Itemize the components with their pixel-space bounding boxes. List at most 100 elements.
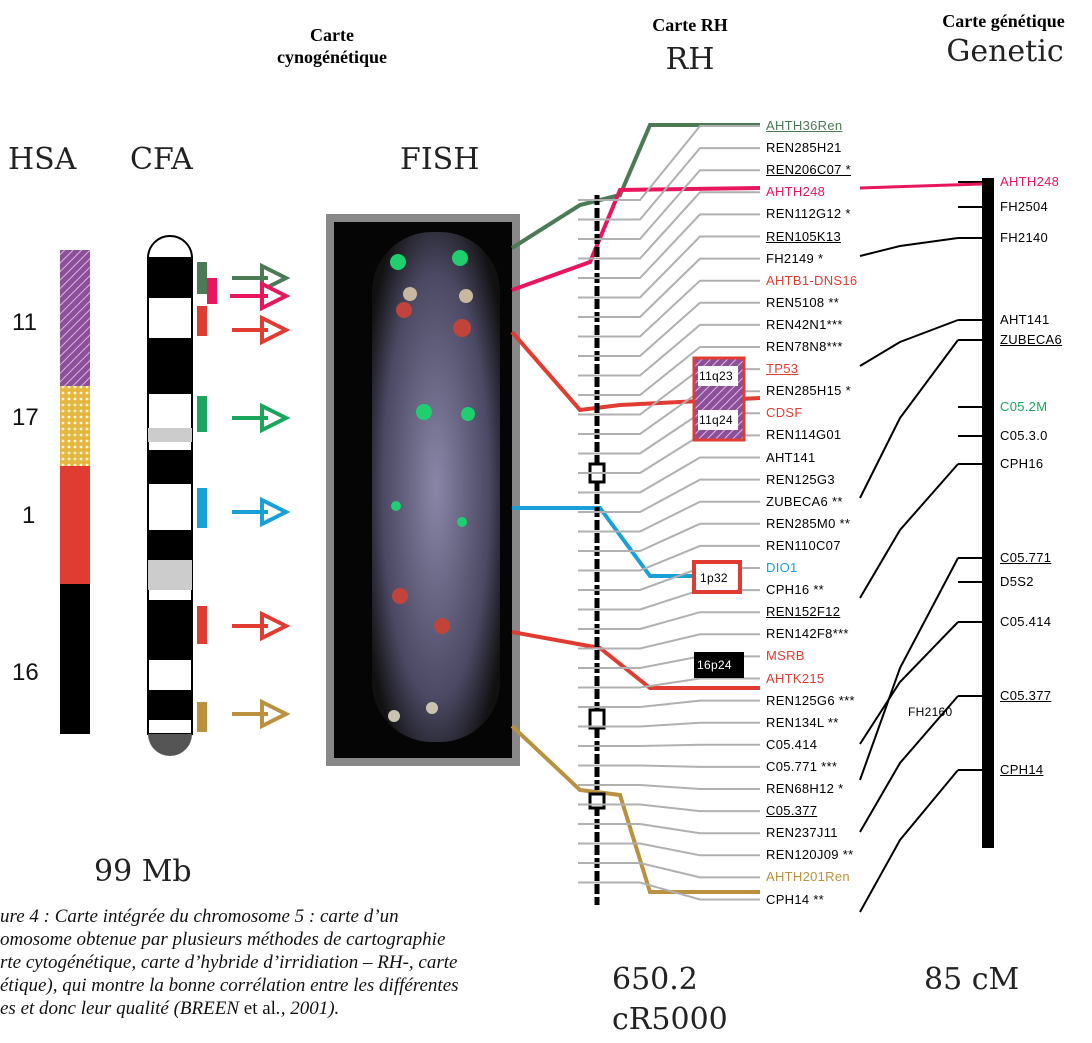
hsa-number-17: 17 — [12, 404, 39, 431]
rh-marker: AHT141 — [766, 449, 816, 465]
rh-connector-line — [600, 125, 760, 201]
band-1p32: 1p32 — [700, 571, 728, 585]
hsa-number-16: 16 — [12, 659, 39, 686]
rh-connector-line — [600, 862, 760, 879]
genetic-marker: CPH14 — [1000, 762, 1044, 777]
hsa-number-1: 1 — [22, 502, 36, 529]
fish-rh-connectors — [510, 123, 761, 894]
rh-marker: REN206C07 * — [766, 162, 851, 178]
rh-connector-line — [600, 677, 760, 689]
band-11q24: 11q24 — [699, 413, 733, 427]
genetic-marker: AHTH248 — [1000, 174, 1060, 189]
rh-marker: REN285H15 * — [766, 383, 851, 399]
rh-connector-line — [600, 803, 760, 813]
hsa-ideogram — [60, 250, 90, 734]
genetic-marker: ZUBECA6 — [1000, 332, 1063, 347]
rh-marker: REN142F8*** — [766, 626, 849, 642]
rh-marker: TP53 — [766, 361, 799, 377]
rh-connector-line — [600, 301, 760, 357]
genetic-connector-line — [859, 463, 959, 599]
cfa-chromosome — [146, 235, 194, 756]
rh-marker-lines — [578, 125, 760, 901]
rh-connector-line — [600, 191, 760, 260]
hsa-band-boxes — [692, 356, 746, 678]
rh-connector-line — [600, 456, 760, 494]
header-cyto-line2: cynogénétique — [277, 47, 387, 67]
rh-marker: REN78N8*** — [766, 339, 843, 354]
genetic-axis — [859, 178, 994, 848]
rh-connector-line — [600, 699, 760, 708]
rh-marker: AHTH248 — [766, 184, 826, 200]
genetic-mid-label: FH2160 — [908, 705, 953, 719]
fish-arrows — [197, 262, 291, 732]
header-cyto-line1: Carte — [310, 25, 354, 45]
rh-marker: AHTB1-DNS16 — [766, 272, 858, 288]
rh-connector-line — [600, 743, 760, 747]
rh-marker: REN42N1*** — [766, 316, 843, 332]
genetic-connector-line — [859, 339, 959, 499]
rh-connector-line — [600, 235, 760, 299]
rh-connector-line — [600, 522, 760, 552]
rh-marker: C05.771 *** — [766, 758, 838, 774]
band-11q23: 11q23 — [699, 369, 733, 383]
rh-marker: REN152F12 — [766, 604, 841, 620]
caption-line-2: omosome obtenue par plusieurs méthodes d… — [0, 929, 446, 950]
rh-connector-line — [600, 611, 760, 630]
rh-marker: ZUBECA6 ** — [766, 493, 843, 509]
genetic-marker: AHT141 — [1000, 312, 1050, 327]
caption-line-5a: es et donc leur qualité (BREEN — [0, 998, 244, 1019]
header-cyto: Carte cynogénétique — [262, 24, 402, 68]
genetic-marker: C05.2M — [1000, 399, 1048, 414]
caption-line-5b: et al — [243, 998, 276, 1019]
mb-size: 99 Mb — [94, 854, 192, 889]
caption-line-3: rte cytogénétique, carte d’hybride d’irr… — [0, 952, 458, 973]
rh-marker: C05.377 — [766, 803, 818, 819]
rh-connector-line — [600, 478, 760, 513]
genetic-connector-line — [859, 319, 959, 367]
rh-marker: C05.414 — [766, 736, 818, 752]
genetic-connector-line — [859, 769, 959, 913]
genetic-marker: C05.377 — [1000, 688, 1052, 703]
rh-size-value: 650.2 — [612, 962, 698, 997]
genetic-connector-line — [859, 621, 959, 745]
rh-marker: REN125G3 — [766, 471, 835, 487]
rh-connector-line — [600, 147, 760, 221]
caption-line-4: étique), qui montre la bonne corrélation… — [0, 975, 459, 996]
rh-marker: AHTK215 — [766, 670, 825, 686]
rh-marker: AHTH201Ren — [766, 869, 850, 885]
rh-connector-line — [600, 721, 760, 728]
genetic-connector-line — [859, 557, 959, 781]
rh-connector-line — [600, 764, 760, 768]
rh-size-unit: cR5000 — [612, 1002, 728, 1037]
genetic-marker: CPH16 — [1000, 456, 1044, 471]
fish-image — [326, 214, 520, 766]
rh-marker: REN68H12 * — [766, 781, 844, 796]
rh-connector-line — [600, 842, 760, 857]
figure-caption: ure 4 : Carte intégrée du chromosome 5 :… — [0, 905, 580, 1020]
caption-line-1: ure 4 : Carte intégrée du chromosome 5 :… — [0, 906, 399, 927]
rh-marker: REN120J09 ** — [766, 847, 854, 863]
rh-marker: CDSF — [766, 405, 803, 421]
rh-marker: AHTH36Ren — [766, 118, 843, 133]
rh-marker: REN5108 ** — [766, 294, 840, 310]
rh-connector-line — [600, 323, 760, 377]
rh-connector-line — [600, 784, 760, 790]
rh-marker: MSRB — [766, 648, 805, 664]
rh-marker: REN125G6 *** — [766, 692, 855, 708]
rh-marker: REN105K13 — [766, 228, 841, 244]
rh-connector-line — [600, 544, 760, 572]
genetic-marker: C05.771 — [1000, 550, 1052, 565]
rh-connector-line — [600, 881, 760, 901]
genetic-marker: FH2504 — [1000, 199, 1049, 214]
rh-connector-line — [600, 279, 760, 338]
label-hsa: HSA — [8, 142, 77, 177]
rh-marker: CPH14 ** — [766, 891, 825, 907]
header-rh-title: Carte RH — [652, 15, 728, 35]
rh-marker: REN114G01 — [766, 427, 842, 443]
rh-connector-line — [600, 500, 760, 533]
rh-marker: DIO1 — [766, 560, 798, 575]
header-gen-title: Carte génétique — [942, 11, 1065, 31]
rh-connector-line — [600, 823, 760, 835]
genetic-size: 85 cM — [924, 962, 1020, 997]
